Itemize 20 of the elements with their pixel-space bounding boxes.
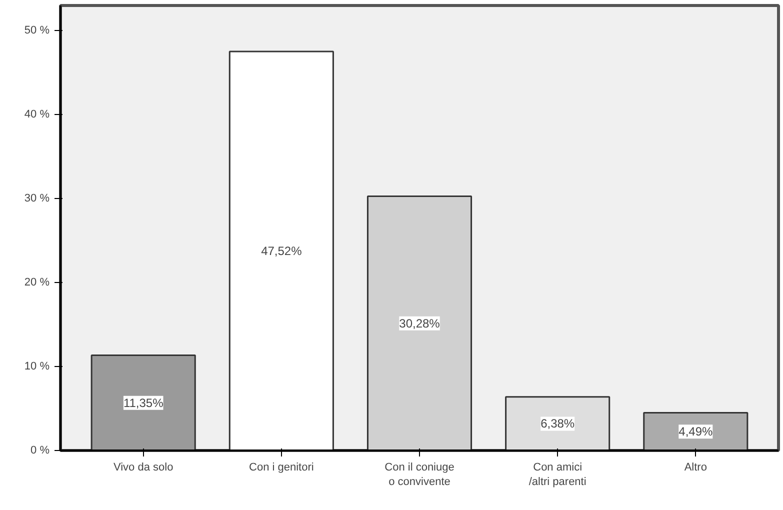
y-tick-label: 30 %: [24, 192, 50, 205]
bar: [90, 354, 196, 450]
y-tick-label: 40 %: [24, 108, 50, 121]
x-tick-label: Con i genitori: [249, 462, 314, 474]
data-label: 47,52%: [261, 244, 302, 258]
y-tick-label: 50 %: [24, 24, 50, 37]
x-tick-label: Con il coniuge o convivente: [384, 462, 454, 488]
y-tick-label: 10 %: [24, 360, 50, 373]
bar: [505, 396, 610, 450]
y-tick-label: 0 %: [30, 444, 50, 456]
y-tick-label: 20 %: [24, 276, 50, 289]
data-label: 30,28%: [399, 316, 440, 330]
data-label: 6,38%: [540, 416, 575, 431]
data-label: 11,35%: [123, 396, 164, 410]
bar: [228, 50, 334, 450]
x-tick-label: Vivo da solo: [113, 462, 174, 474]
x-tick-label: Con amici /altri parenti: [528, 462, 586, 488]
x-tick-label: Altro: [684, 462, 707, 474]
data-label: 4,49%: [678, 424, 713, 439]
bar: [366, 196, 472, 450]
